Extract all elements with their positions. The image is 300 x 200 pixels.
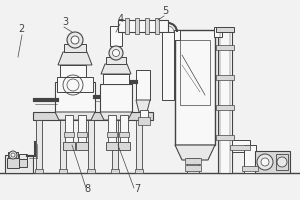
Bar	[5, 155, 33, 173]
Bar	[112, 120, 118, 173]
Bar	[244, 145, 256, 173]
Bar	[111, 169, 119, 173]
Bar	[174, 30, 180, 40]
Bar	[100, 84, 132, 112]
Bar	[64, 132, 74, 137]
Bar	[120, 115, 128, 145]
Bar	[230, 145, 250, 150]
Circle shape	[277, 157, 287, 167]
Bar	[118, 20, 168, 32]
Bar	[214, 27, 222, 37]
Bar	[106, 57, 126, 64]
Bar	[88, 120, 94, 173]
Circle shape	[67, 32, 83, 48]
Bar	[87, 169, 95, 173]
Bar	[107, 132, 117, 137]
Bar	[64, 44, 86, 52]
Bar	[76, 142, 88, 150]
Bar	[63, 142, 75, 150]
Bar	[185, 158, 201, 164]
Polygon shape	[101, 64, 131, 74]
Bar	[125, 18, 129, 34]
Circle shape	[71, 36, 79, 44]
Polygon shape	[136, 100, 150, 112]
Bar	[118, 142, 130, 150]
Bar	[232, 140, 250, 152]
Bar	[108, 115, 116, 145]
Bar	[140, 110, 148, 120]
Bar	[35, 169, 43, 173]
Bar	[57, 77, 93, 92]
Bar	[216, 75, 234, 80]
Bar	[187, 158, 199, 173]
Bar	[77, 132, 87, 137]
Bar	[136, 120, 142, 173]
Bar	[175, 30, 215, 145]
Bar	[145, 18, 149, 34]
Bar	[59, 169, 67, 173]
Bar	[162, 32, 174, 100]
Bar	[106, 142, 118, 150]
Bar	[103, 74, 129, 84]
Bar	[60, 120, 66, 173]
Bar	[180, 40, 210, 105]
Polygon shape	[100, 112, 132, 120]
Text: 4: 4	[118, 14, 124, 24]
Bar	[138, 117, 150, 125]
Text: 8: 8	[84, 184, 90, 194]
Bar	[136, 70, 150, 100]
Bar	[255, 151, 290, 173]
Polygon shape	[55, 112, 95, 120]
Bar	[7, 158, 19, 168]
Bar	[33, 112, 153, 120]
Bar	[185, 165, 201, 171]
Polygon shape	[58, 52, 92, 65]
Bar	[242, 166, 258, 171]
Text: 2: 2	[18, 24, 24, 34]
Bar	[19, 154, 27, 159]
Circle shape	[109, 46, 123, 60]
Circle shape	[9, 151, 17, 159]
Bar	[119, 132, 129, 137]
Text: 3: 3	[62, 17, 68, 27]
Text: 5: 5	[162, 6, 168, 16]
Bar	[110, 26, 122, 46]
Circle shape	[112, 49, 119, 56]
Bar	[65, 115, 73, 145]
Bar	[19, 159, 27, 167]
Bar	[60, 65, 86, 77]
Bar	[135, 169, 143, 173]
Bar	[155, 18, 159, 34]
Text: 7: 7	[134, 184, 140, 194]
Bar	[216, 105, 234, 110]
Bar	[8, 152, 18, 158]
Circle shape	[257, 154, 273, 170]
Bar	[218, 30, 232, 173]
Polygon shape	[175, 145, 215, 160]
Circle shape	[261, 158, 269, 166]
Circle shape	[11, 153, 15, 157]
Bar	[216, 135, 234, 140]
Bar	[216, 27, 234, 32]
Bar	[78, 115, 86, 145]
Bar	[36, 120, 42, 173]
Bar	[216, 45, 234, 50]
Bar	[276, 154, 288, 170]
Bar	[55, 82, 95, 112]
Bar	[135, 18, 139, 34]
